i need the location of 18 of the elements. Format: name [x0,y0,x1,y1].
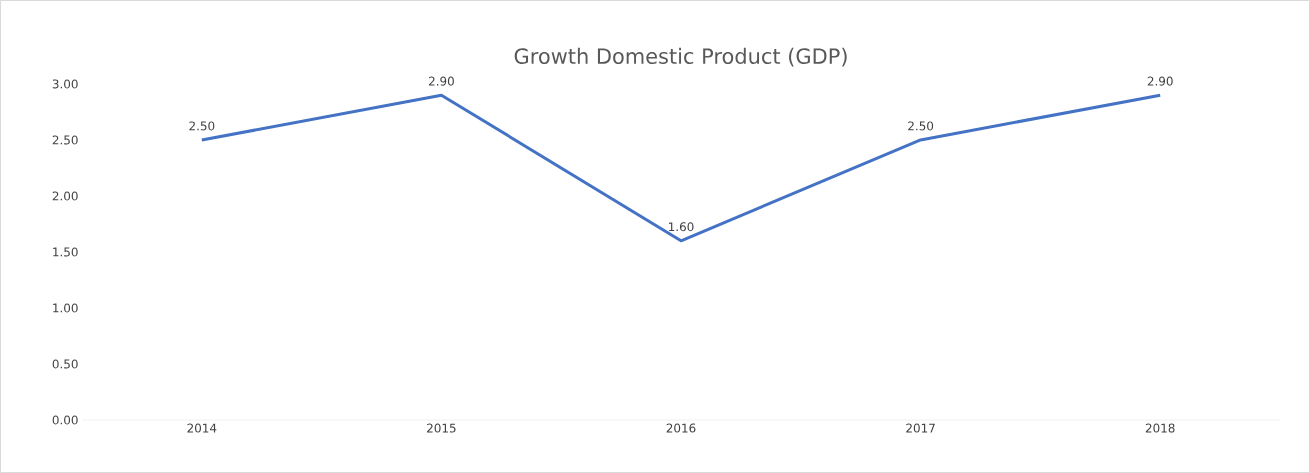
chart-title: Growth Domestic Product (GDP) [514,47,847,67]
data-label: 2.90 [1147,76,1173,86]
y-tick-label: 2.00 [52,191,78,201]
x-tick-label: 2015 [427,423,456,433]
y-tick-label: 0.50 [52,359,78,369]
x-tick-label: 2018 [1145,423,1175,433]
data-label: 2.50 [189,121,215,131]
y-tick-label: 1.50 [53,247,78,257]
y-tick-label: 2.50 [52,135,78,145]
x-tick-label: 2016 [666,423,696,433]
data-label: 1.60 [669,222,694,232]
x-tick-label: 2017 [906,423,935,433]
data-label: 2.90 [428,76,454,86]
x-tick-label: 2014 [187,423,217,433]
y-tick-label: 3.00 [52,79,78,89]
y-tick-label: 0.00 [52,415,78,425]
y-tick-label: 1.00 [53,303,78,313]
data-label: 2.50 [908,121,934,131]
